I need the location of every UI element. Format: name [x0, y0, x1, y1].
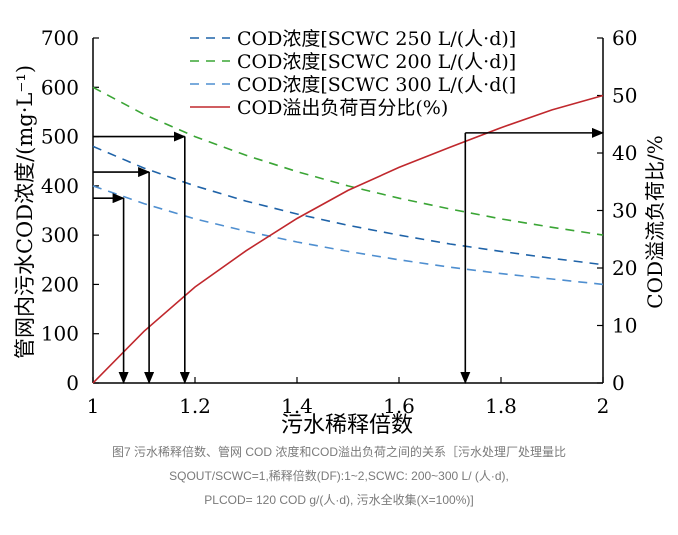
legend-label-4: COD溢出负荷百分比(%): [237, 97, 448, 119]
y-tick-label: 200: [41, 272, 79, 296]
y2-tick-label: 0: [612, 371, 625, 395]
y2-tick-label: 10: [612, 314, 637, 338]
x-tick-label: 2: [597, 394, 610, 418]
y2-tick-label: 20: [612, 256, 637, 280]
chart-annotations: [93, 127, 604, 384]
caption-line-3: PLCOD= 120 COD g/(人·d), 污水全收集(X=100%)]: [204, 493, 474, 507]
x-tick-label: 1: [87, 394, 100, 418]
series-line-3: [92, 185, 604, 286]
y-tick-label: 600: [41, 75, 79, 99]
series-line-1: [92, 145, 604, 266]
x-axis-label: 污水稀释倍数: [281, 413, 413, 438]
chart-series: [92, 86, 604, 384]
chart-legend: COD浓度[SCWC 250 L/(人·d)]COD浓度[SCWC 200 L/…: [190, 28, 516, 119]
y2-axis-label: COD溢流负荷比/%: [643, 135, 667, 308]
x-tick-label: 1.6: [383, 394, 415, 418]
legend-label-1: COD浓度[SCWC 250 L/(人·d)]: [237, 28, 516, 50]
y-tick-label: 700: [41, 26, 79, 50]
y2-tick-label: 30: [612, 199, 637, 223]
y-tick-label: 500: [41, 125, 79, 149]
legend-label-3: COD浓度[SCWC 300 L/(人·d(]: [237, 74, 516, 96]
caption-line-1: 图7 污水稀释倍数、管网 COD 浓度和COD溢出负荷之间的关系［污水处理厂处理…: [111, 445, 566, 459]
x-tick-label: 1.8: [485, 394, 517, 418]
y-tick-label: 0: [66, 371, 79, 395]
y2-tick-label: 50: [612, 84, 637, 108]
y-tick-label: 300: [41, 223, 79, 247]
series-line-4: [92, 94, 604, 384]
y-axis-label: 管网内污水COD浓度/(mg·L⁻¹): [13, 65, 37, 359]
x-tick-label: 1.4: [281, 394, 313, 418]
chart-figure: 1 1.2 1.4 1.6 1.8 201002003004005006007000102…: [13, 26, 667, 438]
legend-label-2: COD浓度[SCWC 200 L/(人·d)]: [237, 51, 516, 73]
y2-tick-label: 40: [612, 141, 637, 165]
x-tick-label: 1.2: [179, 394, 211, 418]
figure-caption: 图7 污水稀释倍数、管网 COD 浓度和COD溢出负荷之间的关系［污水处理厂处理…: [0, 440, 678, 512]
y-tick-label: 100: [41, 322, 79, 346]
caption-line-2: SQOUT/SCWC=1,稀释倍数(DF):1~2,SCWC: 200~300 …: [169, 469, 509, 483]
y-tick-label: 400: [41, 174, 79, 198]
chart-ticks: 1 1.2 1.4 1.6 1.8 201002003004005006007000102…: [41, 26, 638, 418]
series-line-2: [92, 86, 604, 236]
y2-tick-label: 60: [612, 26, 637, 50]
